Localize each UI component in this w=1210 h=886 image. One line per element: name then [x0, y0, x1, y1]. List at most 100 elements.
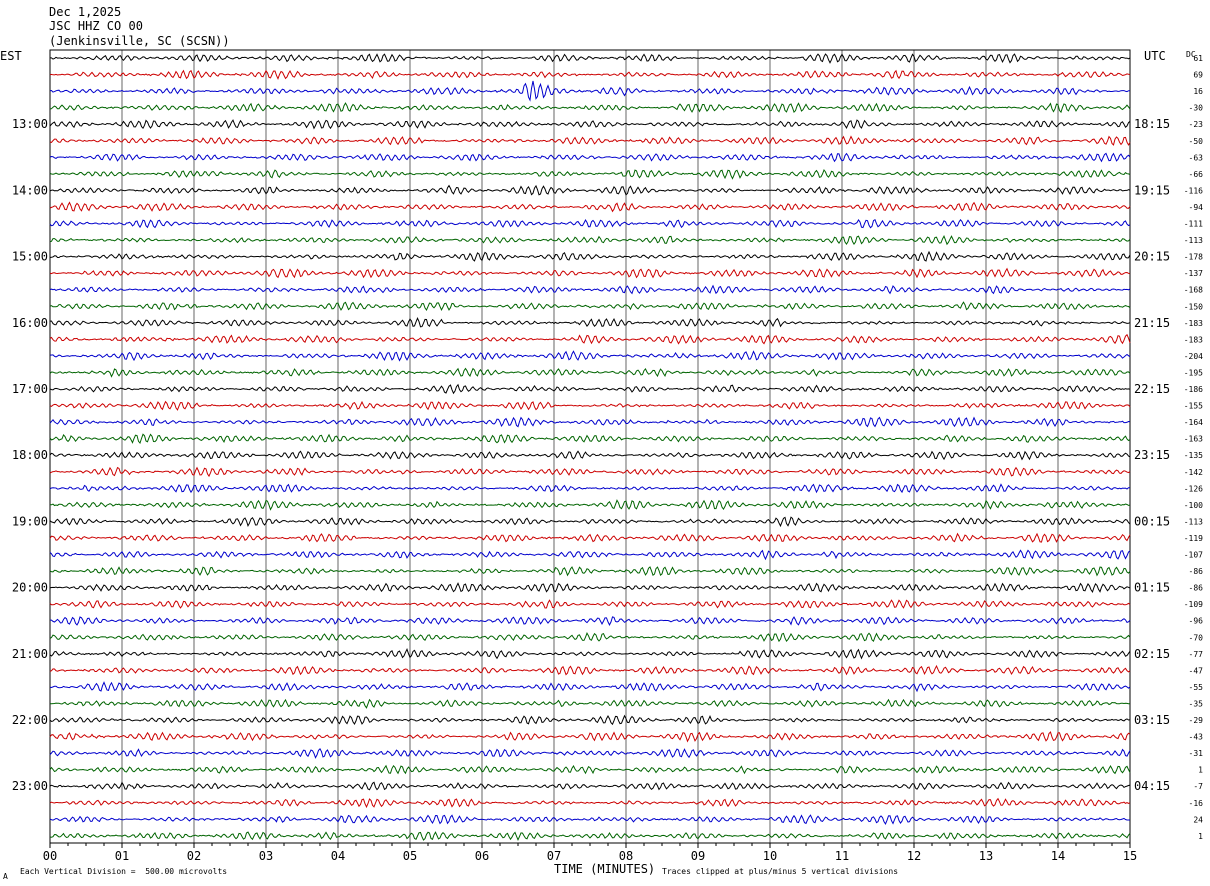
seismic-trace [49, 714, 1131, 726]
dc-offset-label: -66 [1189, 170, 1204, 179]
dc-offset-label: -135 [1184, 451, 1203, 460]
plot-frame [49, 49, 1131, 844]
dc-offset-label: -163 [1184, 435, 1203, 444]
scale-note: Each Vertical Division = 500.00 microvol… [20, 867, 228, 876]
right-hour-label: 20:15 [1134, 250, 1170, 264]
dc-offset-label: -86 [1189, 584, 1204, 593]
dc-offset-label: -111 [1184, 220, 1203, 229]
seismic-trace [49, 367, 1131, 378]
dc-offset-label: 1 [1198, 832, 1203, 841]
left-hour-label: 14:00 [12, 183, 48, 197]
dc-offset-label: -142 [1184, 468, 1203, 477]
right-hour-label: 22:15 [1134, 382, 1170, 396]
dc-offset-label: -50 [1189, 137, 1204, 146]
left-hour-label: 13:00 [12, 117, 48, 131]
dc-offset-label: -63 [1189, 153, 1204, 162]
dc-offset-label: -43 [1189, 733, 1204, 742]
seismic-trace [49, 267, 1131, 279]
left-hour-label: 17:00 [12, 382, 48, 396]
seismic-trace [49, 466, 1131, 478]
dc-offset-label: -186 [1184, 385, 1203, 394]
dc-offset-label: -23 [1189, 120, 1204, 129]
x-tick-label: 12 [907, 849, 921, 863]
left-hour-label: 20:00 [12, 581, 48, 595]
seismic-trace [49, 797, 1131, 809]
seismic-trace [49, 416, 1131, 428]
seismic-trace [49, 250, 1131, 262]
seismic-trace [49, 632, 1131, 643]
x-tick-label: 05 [403, 849, 417, 863]
left-hour-label: 22:00 [12, 713, 48, 727]
dc-offset-label: -94 [1189, 203, 1204, 212]
dc-offset-label: -137 [1184, 269, 1203, 278]
seismic-trace [49, 284, 1131, 295]
seismic-trace [50, 53, 1131, 64]
dc-offset-label: -116 [1184, 186, 1203, 195]
x-tick-label: 00 [43, 849, 57, 863]
seismic-trace [49, 483, 1130, 494]
seismic-trace [49, 135, 1131, 146]
dc-offset-label: -7 [1193, 782, 1203, 791]
left-hour-label: 18:00 [12, 448, 48, 462]
dc-offset-label: -109 [1184, 600, 1203, 609]
left-hour-label: 19:00 [12, 514, 48, 528]
dc-offset-label: -204 [1184, 352, 1203, 361]
left-hour-label: 21:00 [12, 647, 48, 661]
seismic-trace [49, 781, 1131, 791]
seismic-trace [49, 119, 1131, 130]
station-code: JSC HHZ CO 00 [49, 19, 143, 33]
dc-offset-label: -178 [1184, 253, 1203, 262]
seismic-trace [49, 317, 1131, 328]
corner-mark: A [3, 872, 8, 881]
seismic-trace [49, 814, 1130, 825]
seismic-trace [49, 450, 1131, 461]
seismic-trace [49, 218, 1131, 229]
x-tick-label: 15 [1123, 849, 1137, 863]
seismic-trace [49, 831, 1131, 842]
x-axis-label: TIME (MINUTES) [554, 862, 656, 876]
dc-offset-label: 69 [1193, 71, 1203, 80]
dc-offset-label: 1 [1198, 766, 1203, 775]
dc-offset-label: -77 [1189, 650, 1204, 659]
seismic-trace [49, 80, 1131, 102]
x-tick-label: 02 [187, 849, 201, 863]
dc-offset-label: -86 [1189, 567, 1204, 576]
left-timezone-label: EST [0, 49, 22, 63]
x-tick-label: 06 [475, 849, 489, 863]
x-tick-label: 04 [331, 849, 345, 863]
dc-offset-label: -29 [1189, 716, 1204, 725]
dc-offset-header: DC [1186, 50, 1196, 59]
x-tick-label: 09 [691, 849, 705, 863]
right-hour-label: 23:15 [1134, 448, 1170, 462]
dc-offset-label: -164 [1184, 418, 1203, 427]
seismic-trace [49, 102, 1131, 114]
right-hour-label: 04:15 [1134, 779, 1170, 793]
dc-offset-label: -113 [1184, 517, 1203, 526]
seismic-trace [49, 350, 1131, 362]
dc-offset-label: -113 [1184, 236, 1203, 245]
dc-offset-label: -107 [1184, 551, 1203, 560]
seismic-trace [49, 301, 1131, 312]
right-hour-label: 18:15 [1134, 117, 1170, 131]
dc-offset-label: -126 [1184, 484, 1203, 493]
x-tick-label: 10 [763, 849, 777, 863]
left-hour-label: 16:00 [12, 316, 48, 330]
seismic-trace [49, 566, 1131, 577]
seismic-trace [49, 184, 1131, 196]
seismic-trace [49, 599, 1131, 609]
x-tick-label: 08 [619, 849, 633, 863]
left-hour-label: 23:00 [12, 779, 48, 793]
x-tick-label: 07 [547, 849, 561, 863]
seismic-trace [50, 698, 1130, 709]
seismic-trace [49, 69, 1131, 81]
right-hour-label: 21:15 [1134, 316, 1170, 330]
seismic-trace [49, 532, 1131, 543]
seismic-trace [49, 333, 1131, 345]
dc-offset-label: -155 [1184, 402, 1203, 411]
left-hour-label: 15:00 [12, 250, 48, 264]
dc-offset-label: -183 [1184, 335, 1203, 344]
dc-offset-label: -47 [1189, 666, 1204, 675]
dc-offset-label: 24 [1193, 815, 1203, 824]
station-location: (Jenkinsville, SC (SCSN)) [49, 34, 230, 48]
dc-offset-label: -35 [1189, 699, 1204, 708]
